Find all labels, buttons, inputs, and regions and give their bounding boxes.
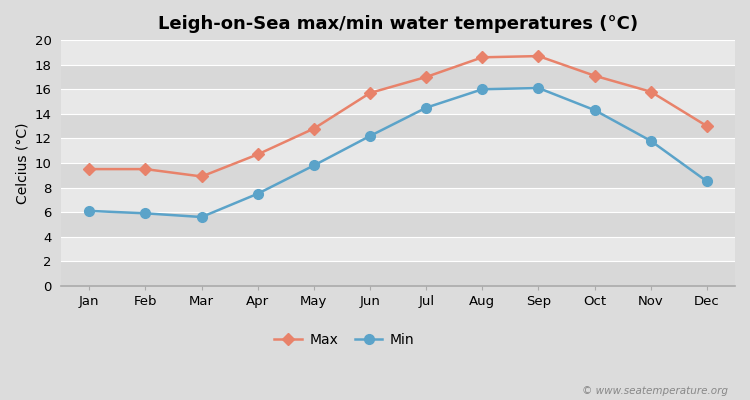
Bar <box>62 65 735 89</box>
Max <box>422 74 430 79</box>
Max <box>141 167 150 172</box>
Bar <box>62 212 735 237</box>
Text: © www.seatemperature.org: © www.seatemperature.org <box>581 386 728 396</box>
Title: Leigh-on-Sea max/min water temperatures (°C): Leigh-on-Sea max/min water temperatures … <box>158 15 638 33</box>
Min <box>141 211 150 216</box>
Min <box>197 215 206 220</box>
Min <box>590 108 599 112</box>
Max <box>365 90 374 95</box>
Max <box>85 167 94 172</box>
Y-axis label: Celcius (°C): Celcius (°C) <box>15 122 29 204</box>
Min <box>646 138 656 143</box>
Max <box>590 73 599 78</box>
Min <box>254 191 262 196</box>
Max <box>646 89 656 94</box>
Bar <box>62 138 735 163</box>
Max <box>197 174 206 179</box>
Bar <box>62 89 735 114</box>
Bar <box>62 237 735 261</box>
Bar <box>62 114 735 138</box>
Min <box>422 105 430 110</box>
Min <box>310 163 319 168</box>
Line: Min: Min <box>85 83 712 222</box>
Max <box>703 124 712 128</box>
Bar <box>62 40 735 65</box>
Legend: Max, Min: Max, Min <box>269 327 419 352</box>
Bar <box>62 163 735 188</box>
Line: Max: Max <box>86 52 711 181</box>
Bar <box>62 261 735 286</box>
Min <box>478 87 487 92</box>
Max <box>534 54 543 58</box>
Max <box>478 55 487 60</box>
Max <box>310 126 319 131</box>
Bar <box>62 188 735 212</box>
Min <box>703 179 712 184</box>
Min <box>365 134 374 138</box>
Min <box>85 208 94 213</box>
Min <box>534 86 543 90</box>
Max <box>254 152 262 157</box>
